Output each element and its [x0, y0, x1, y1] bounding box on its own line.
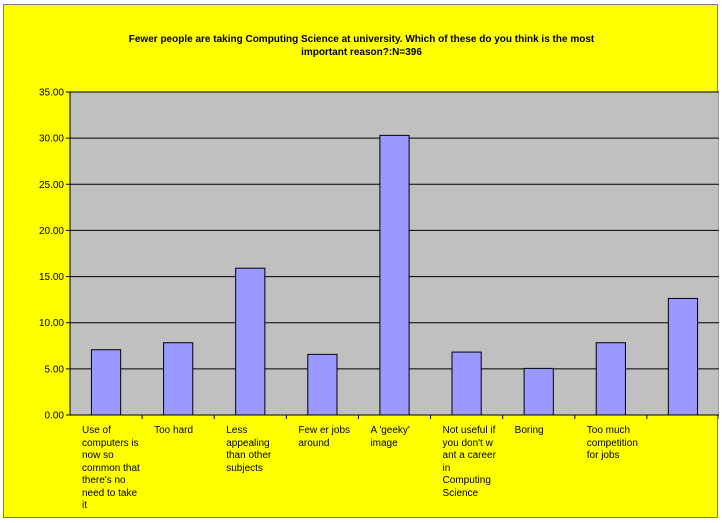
bar-chart: 0.00 5.00 10.00 15.00 20.00 25.00 30.00 35.00: [39, 88, 719, 422]
y-tick-label: 10.00: [39, 318, 64, 329]
chart-title-line-1: Fewer people are taking Computing Scienc…: [128, 34, 595, 45]
bar: [90, 349, 122, 416]
chart-title: Fewer people are taking Computing Scienc…: [4, 33, 719, 59]
bar: [235, 267, 266, 416]
x-tick-label: Boring: [514, 425, 544, 436]
y-tick-label: 0.00: [45, 411, 65, 422]
chart-area: Fewer people are taking Computing Scienc…: [3, 4, 719, 518]
y-tick-label: 35.00: [39, 88, 64, 99]
bar: [307, 353, 338, 416]
bar: [595, 342, 626, 416]
y-tick-label: 30.00: [39, 134, 64, 145]
bar: [163, 342, 194, 416]
x-tick-label: Less appealing than other subjects: [226, 425, 272, 474]
x-tick-label: Too much competition for jobs: [586, 425, 638, 461]
y-tick-label: 5.00: [45, 364, 65, 375]
x-tick-label: Use of computers is now so common that t…: [82, 425, 140, 511]
bar: [523, 367, 554, 416]
x-tick-label: Not useful if you don't w ant a career i…: [442, 425, 496, 499]
y-tick-label: 15.00: [39, 272, 64, 283]
x-tick-label: A 'geeky' image: [370, 425, 410, 449]
chart-title-line-2: important reason?:N=396: [301, 47, 422, 58]
y-tick-label: 20.00: [39, 226, 64, 237]
x-tick-label: Too hard: [154, 425, 194, 436]
x-tick-label: Few er jobs around: [298, 425, 351, 449]
bar: [451, 351, 482, 416]
y-tick-label: 25.00: [39, 180, 64, 191]
bar: [667, 297, 699, 416]
bar: [379, 134, 410, 416]
